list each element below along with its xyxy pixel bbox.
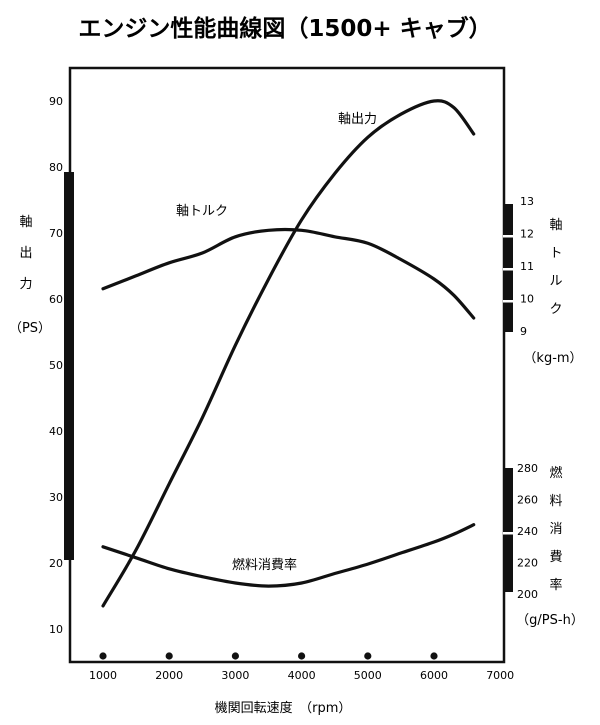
x-tick-dot: [165, 652, 173, 660]
fuel-axis-label: 燃料消費率: [549, 465, 562, 593]
x-axis-label: 機関回転速度 （rpm）: [215, 700, 352, 716]
torque-tick-label: 10: [520, 293, 534, 306]
power-axis-unit: （PS）: [9, 321, 51, 336]
axis-bar-gap-0: [503, 235, 513, 238]
power-tick-label: 30: [49, 491, 63, 504]
fuel-tick-label: 260: [517, 494, 538, 507]
power-tick-label: 90: [49, 95, 63, 108]
torque-axis-label-char: 軸: [549, 218, 562, 233]
torque-axis-label-char: ク: [549, 302, 562, 317]
x-tick-dot: [99, 652, 107, 660]
fuel-axis-label-char: 料: [549, 494, 562, 509]
fuel-axis-label-char: 率: [549, 577, 562, 593]
power-tick-label: 50: [49, 359, 63, 372]
x-tick-label: 7000: [486, 669, 514, 682]
x-tick-label: 5000: [354, 669, 382, 682]
torque-axis-label-char: ル: [549, 274, 562, 289]
power-tick-label: 80: [49, 161, 63, 174]
axis-scale-bar-2: [503, 468, 513, 592]
torque-axis-ticks: 9 10 11 12 13: [520, 195, 534, 338]
x-tick-label: 3000: [221, 669, 249, 682]
power-tick-label: 20: [49, 557, 63, 570]
fuel-axis-label-char: 費: [549, 550, 562, 565]
fuel-axis-unit: （g/PS-h）: [516, 613, 584, 628]
power-tick-label: 70: [49, 227, 63, 240]
power-tick-label: 60: [49, 293, 63, 306]
series-label-fuel: 燃料消費率: [232, 557, 297, 573]
fuel-tick-label: 200: [517, 588, 538, 601]
x-tick-label: 6000: [420, 669, 448, 682]
x-tick-dot: [430, 652, 438, 660]
axis-scale-bar-0: [64, 172, 74, 560]
axis-bar-gap-3: [503, 532, 513, 535]
axis-bar-gap-2: [503, 300, 513, 303]
torque-tick-label: 13: [520, 195, 534, 208]
fuel-tick-label: 280: [517, 462, 538, 475]
x-tick-dot: [231, 652, 239, 660]
series-line-power: [101, 99, 476, 608]
fuel-axis-label-char: 燃: [549, 465, 562, 481]
fuel-axis-label-char: 消: [549, 522, 562, 537]
power-axis-ticks: 10 20 30 40 50 60 70 80 90: [49, 95, 63, 636]
fuel-tick-label: 220: [517, 557, 538, 570]
x-tick-label: 1000: [89, 669, 117, 682]
series-label-power: 軸出力: [338, 112, 377, 127]
series-lines: [101, 99, 476, 608]
x-axis-ticks: 1000 2000 3000 4000 5000 6000 7000: [89, 669, 514, 682]
series-label-torque: 軸トルク: [176, 204, 228, 219]
x-tick-dots: [99, 652, 438, 660]
series-line-torque: [101, 227, 476, 320]
torque-axis-unit: （kg-m）: [523, 351, 582, 366]
series-line-fuel: [101, 523, 476, 588]
power-tick-label: 40: [49, 425, 63, 438]
fuel-tick-label: 240: [517, 525, 538, 538]
torque-tick-label: 11: [520, 260, 534, 273]
torque-axis-label: 軸トルク: [549, 218, 562, 317]
axis-bar-gap-1: [503, 268, 513, 271]
power-tick-label: 10: [49, 623, 63, 636]
chart-title: エンジン性能曲線図（1500+ キャブ）: [78, 15, 491, 42]
fuel-axis-ticks: 200 220 240 260 280: [517, 462, 538, 601]
torque-tick-label: 9: [520, 325, 527, 338]
power-axis-label-char: 出: [19, 246, 32, 261]
x-tick-dot: [364, 652, 372, 660]
x-tick-label: 2000: [155, 669, 183, 682]
power-axis-label-char: 力: [19, 277, 32, 292]
axis-scale-bars: [64, 172, 513, 592]
x-tick-dot: [298, 652, 306, 660]
torque-tick-label: 12: [520, 228, 534, 241]
power-axis-label: 軸出力: [19, 215, 32, 292]
x-tick-label: 4000: [288, 669, 316, 682]
torque-axis-label-char: ト: [549, 246, 562, 261]
power-axis-label-char: 軸: [19, 215, 32, 230]
